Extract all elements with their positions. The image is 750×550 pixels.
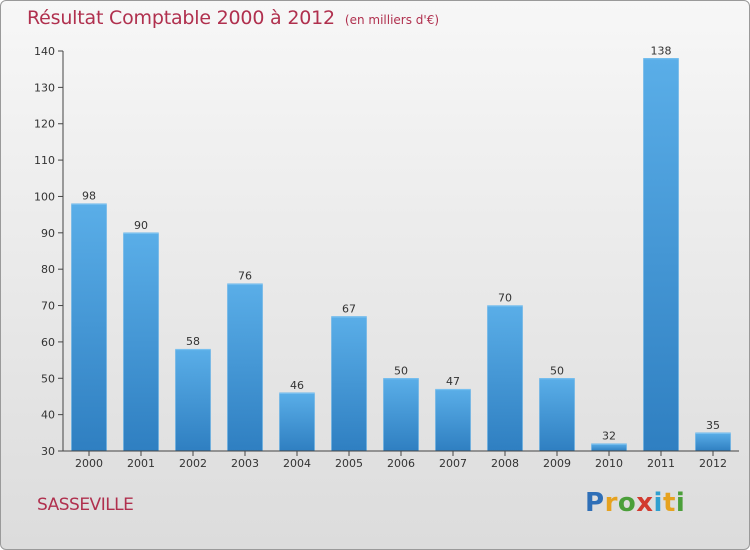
x-tick-label: 2012 (699, 457, 727, 470)
bar-2003 (227, 283, 263, 452)
y-tick-label: 40 (41, 409, 55, 422)
proxiti-logo: Proxiti (585, 488, 685, 518)
bars: 98 90 58 76 46 67 50 47 70 50 32 138 35 (71, 44, 731, 452)
x-axis: 2000 2001 2002 2003 2004 2005 2006 2007 2008 2009… (63, 450, 739, 470)
bar-value-label: 32 (602, 430, 616, 443)
bar-value-label: 58 (186, 335, 200, 348)
bar-value-label: 46 (290, 379, 304, 392)
bar-2000 (71, 203, 107, 452)
x-tick-label: 2008 (491, 457, 519, 470)
logo-letter: t (662, 488, 676, 518)
bar-2002 (175, 348, 211, 452)
bar-2007 (435, 388, 471, 452)
bar-2004 (279, 392, 315, 452)
y-tick-label: 80 (41, 263, 55, 276)
y-tick-label: 70 (41, 300, 55, 313)
bar-chart: 30 40 50 60 70 80 90 100 110 120 130 140 98 90 58 76 46… (34, 44, 739, 470)
logo-letter: x (636, 488, 654, 518)
bar-value-label: 70 (498, 292, 512, 305)
x-tick-label: 2002 (179, 457, 207, 470)
logo-letter: i (675, 488, 686, 518)
bar-value-label: 47 (446, 375, 460, 388)
chart-title: Résultat Comptable 2000 à 2012 (27, 7, 335, 29)
x-tick-label: 2010 (595, 457, 623, 470)
x-tick-label: 2005 (335, 457, 363, 470)
chart-subtitle: (en milliers d'€) (344, 13, 440, 27)
x-tick-label: 2000 (75, 457, 103, 470)
x-tick-label: 2009 (543, 457, 571, 470)
logo-letter: P (585, 488, 605, 518)
y-tick-label: 100 (34, 190, 55, 203)
bar-2011 (643, 58, 679, 452)
y-tick-label: 130 (34, 81, 55, 94)
x-tick-label: 2001 (127, 457, 155, 470)
logo-letter: o (617, 488, 637, 518)
bar-2012 (695, 432, 731, 452)
x-tick-label: 2003 (231, 457, 259, 470)
bar-2009 (539, 378, 575, 452)
bar-2005 (331, 316, 367, 452)
y-axis: 30 40 50 60 70 80 90 100 110 120 130 140 (34, 45, 64, 458)
y-tick-label: 120 (34, 118, 55, 131)
x-tick-label: 2011 (647, 457, 675, 470)
bar-2010 (591, 443, 627, 452)
y-tick-label: 140 (34, 45, 55, 58)
location-label: SASSEVILLE (37, 495, 134, 515)
logo-letter: r (604, 488, 618, 518)
bar-2006 (383, 378, 419, 452)
bar-value-label: 67 (342, 302, 356, 315)
bar-value-label: 35 (706, 419, 720, 432)
bar-2008 (487, 305, 523, 452)
x-tick-label: 2006 (387, 457, 415, 470)
bar-value-label: 138 (651, 44, 672, 57)
title-row: Résultat Comptable 2000 à 2012 (en millie… (27, 7, 439, 29)
bar-value-label: 50 (394, 364, 408, 377)
x-tick-label: 2007 (439, 457, 467, 470)
y-tick-label: 60 (41, 336, 55, 349)
y-tick-label: 50 (41, 372, 55, 385)
y-tick-label: 110 (34, 154, 55, 167)
x-tick-label: 2004 (283, 457, 311, 470)
bar-value-label: 98 (82, 190, 96, 203)
y-tick-label: 30 (41, 445, 55, 458)
bar-value-label: 50 (550, 364, 564, 377)
logo-letter: i (653, 488, 663, 518)
bar-value-label: 90 (134, 219, 148, 232)
bar-2001 (123, 232, 159, 452)
bar-value-label: 76 (238, 270, 252, 283)
y-tick-label: 90 (41, 227, 55, 240)
